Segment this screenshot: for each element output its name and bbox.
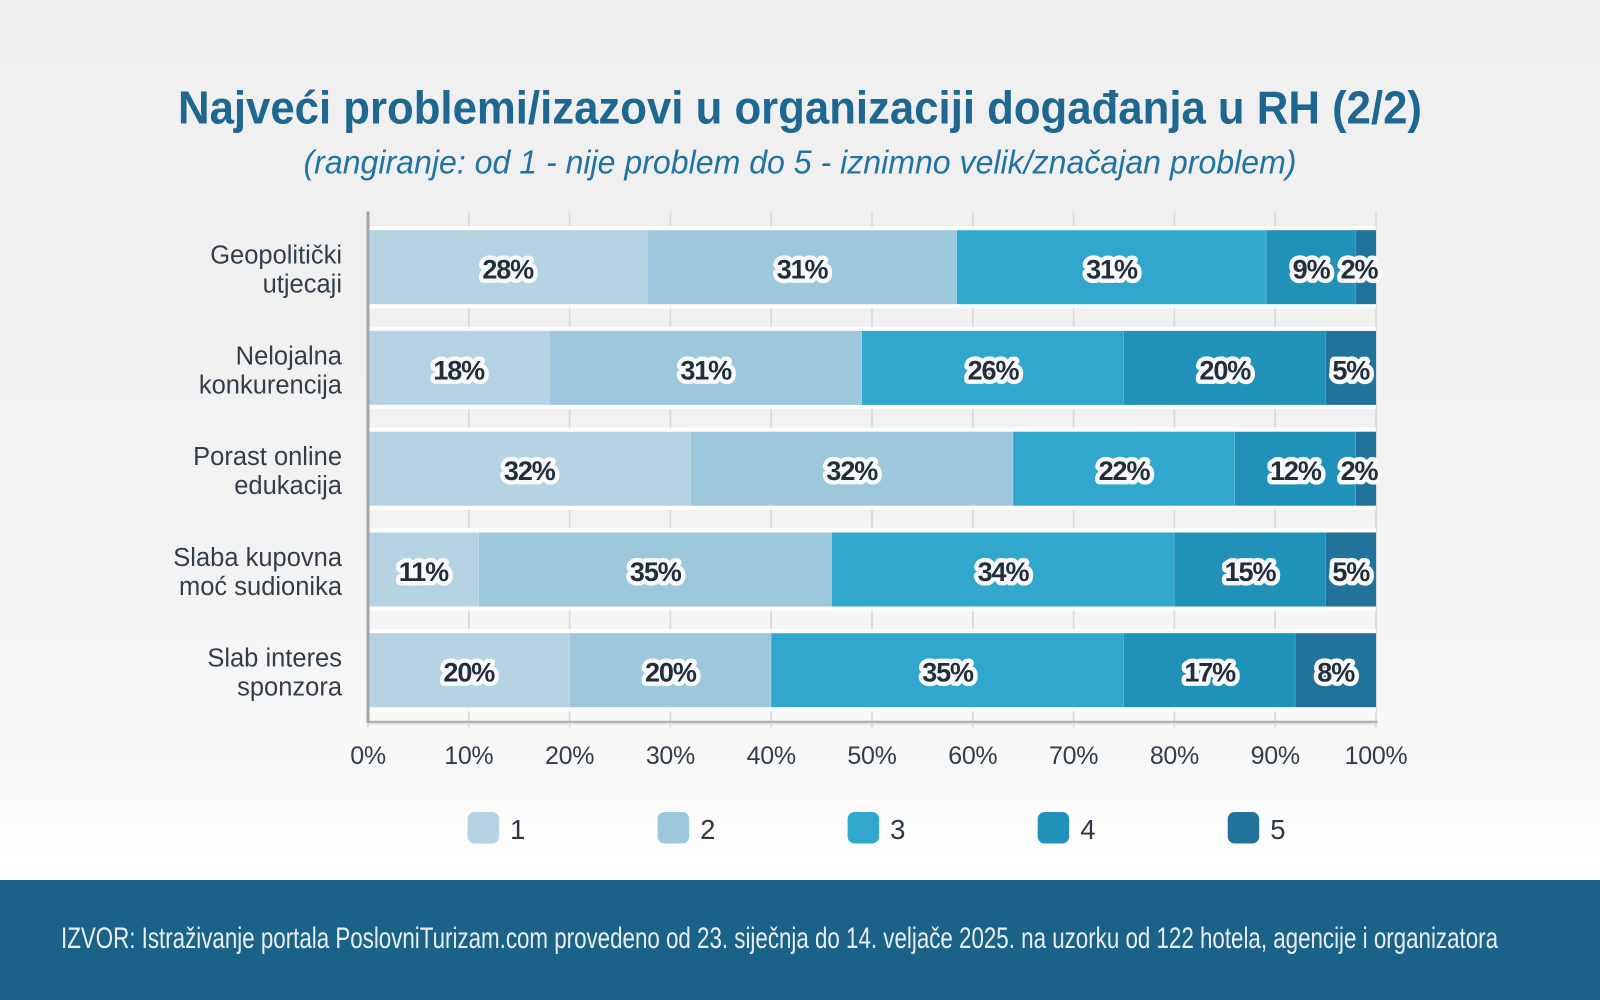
svg-text:9%: 9% (1293, 255, 1331, 285)
svg-text:20%: 20% (443, 658, 495, 688)
svg-text:35%: 35% (630, 557, 682, 587)
svg-text:5%: 5% (1332, 557, 1370, 587)
svg-text:20%: 20% (645, 658, 697, 688)
svg-text:IZVOR: Istraživanje portala Po: IZVOR: Istraživanje portala PoslovniTuri… (61, 922, 1498, 955)
svg-text:edukacija: edukacija (234, 472, 343, 500)
svg-text:Nelojalna: Nelojalna (236, 342, 343, 370)
svg-text:Slab interes: Slab interes (207, 645, 342, 673)
svg-text:18%: 18% (433, 355, 485, 385)
svg-text:konkurencija: konkurencija (199, 371, 343, 399)
svg-text:Najveći problemi/izazovi u org: Najveći problemi/izazovi u organizaciji … (178, 82, 1422, 134)
svg-text:(rangiranje: od 1 - nije probl: (rangiranje: od 1 - nije problem do 5 - … (304, 144, 1297, 181)
svg-text:sponzora: sponzora (237, 674, 343, 702)
svg-text:35%: 35% (922, 658, 974, 688)
svg-text:80%: 80% (1150, 742, 1199, 770)
svg-text:Porast online: Porast online (193, 443, 342, 471)
svg-text:Geopolitički: Geopolitički (210, 242, 342, 270)
svg-text:40%: 40% (747, 742, 796, 770)
svg-text:17%: 17% (1184, 658, 1236, 688)
svg-text:utjecaji: utjecaji (263, 271, 342, 299)
svg-text:22%: 22% (1099, 456, 1151, 486)
svg-text:100%: 100% (1345, 742, 1408, 770)
svg-text:0%: 0% (350, 742, 386, 770)
svg-text:12%: 12% (1270, 456, 1322, 486)
svg-text:32%: 32% (826, 456, 878, 486)
svg-text:20%: 20% (545, 742, 594, 770)
svg-text:15%: 15% (1225, 557, 1277, 587)
svg-text:8%: 8% (1317, 658, 1355, 688)
svg-text:11%: 11% (399, 557, 449, 587)
svg-text:2%: 2% (1341, 456, 1379, 486)
svg-text:90%: 90% (1251, 742, 1300, 770)
svg-text:31%: 31% (1086, 255, 1138, 285)
svg-text:5%: 5% (1332, 355, 1370, 385)
svg-text:moć sudionika: moć sudionika (179, 573, 343, 601)
svg-text:70%: 70% (1049, 742, 1098, 770)
svg-text:Slaba kupovna: Slaba kupovna (173, 544, 343, 572)
svg-text:1: 1 (510, 814, 525, 845)
svg-text:10%: 10% (444, 742, 493, 770)
svg-text:31%: 31% (777, 255, 829, 285)
svg-text:30%: 30% (646, 742, 695, 770)
svg-text:26%: 26% (968, 355, 1020, 385)
svg-text:34%: 34% (978, 557, 1030, 587)
svg-text:28%: 28% (482, 255, 534, 285)
svg-text:60%: 60% (948, 742, 997, 770)
svg-text:2%: 2% (1341, 255, 1379, 285)
svg-text:4: 4 (1080, 814, 1095, 845)
svg-text:2: 2 (700, 814, 715, 845)
svg-text:32%: 32% (504, 456, 556, 486)
svg-text:20%: 20% (1199, 355, 1251, 385)
svg-text:5: 5 (1270, 814, 1285, 845)
svg-text:31%: 31% (680, 355, 732, 385)
svg-text:3: 3 (890, 814, 905, 845)
svg-text:50%: 50% (847, 742, 896, 770)
